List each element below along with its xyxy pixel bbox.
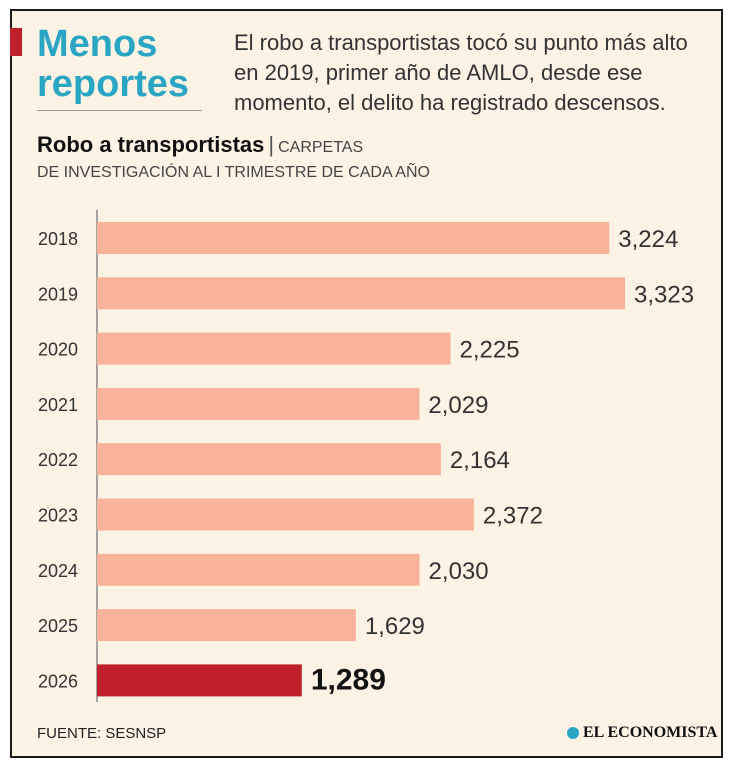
intro-text: El robo a transportistas tocó su punto m… [234,30,688,115]
chart-title-line: Robo a transportistas | CARPETAS [37,132,363,158]
value-label: 3,224 [618,226,678,253]
headline: Menos reportes [37,24,189,104]
value-label: 2,164 [450,447,510,474]
category-label: 2020 [38,340,78,360]
value-label: 3,323 [634,281,694,308]
value-label: 2,029 [428,392,488,419]
headline-underline [37,110,202,111]
value-label: 2,372 [483,503,543,530]
bar-2020 [97,332,451,365]
chart-subtitle-part2: DE INVESTIGACIÓN AL I TRIMESTRE DE CADA … [37,164,430,181]
bar-2023 [97,498,474,531]
value-label: 1,289 [311,663,386,696]
brand-logo: EL ECONOMISTA [567,724,717,742]
value-label: 2,030 [429,558,489,585]
bar-2026 [97,664,302,697]
value-label: 2,225 [460,337,520,364]
bar-2018 [97,222,610,254]
category-label: 2019 [38,284,78,304]
bar-2019 [97,277,625,310]
brand-icon [567,727,579,739]
category-label: 2025 [38,616,78,636]
category-label: 2021 [38,395,78,415]
value-label: 1,629 [365,613,425,640]
category-label: 2026 [38,671,78,691]
title-separator: | [268,132,275,157]
category-label: 2022 [38,450,78,470]
category-label: 2023 [38,506,78,526]
chart-title: Robo a transportistas [37,132,265,157]
brand-name: EL ECONOMISTA [583,724,718,741]
headline-line1: Menos [37,23,158,65]
chart-subtitle-part1: CARPETAS [278,139,364,156]
bar-2025 [97,609,356,642]
headline-accent-bar [10,28,22,56]
bar-2024 [97,553,420,586]
category-label: 2018 [38,229,78,249]
category-label: 2024 [38,561,78,581]
headline-line2: reportes [37,63,190,105]
bar-2022 [97,443,441,476]
source-note: FUENTE: SESNSP [37,725,167,742]
bar-2021 [97,387,420,420]
